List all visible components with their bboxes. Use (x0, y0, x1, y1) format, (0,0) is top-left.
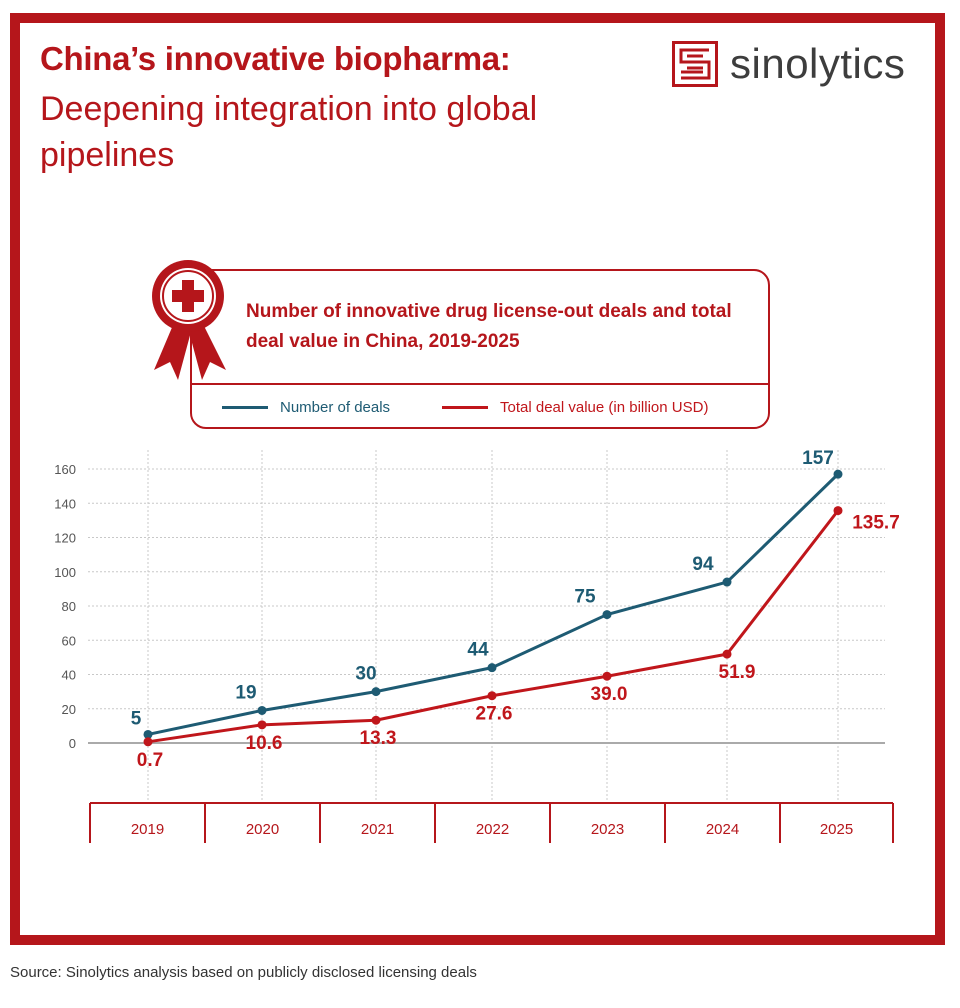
data-label: 5 (131, 708, 142, 729)
data-point (722, 649, 732, 659)
data-point (487, 663, 497, 673)
data-point (833, 506, 843, 516)
y-tick-label: 140 (54, 496, 76, 511)
y-tick-label: 160 (54, 462, 76, 477)
data-point (143, 737, 153, 747)
data-label: 19 (235, 682, 256, 703)
y-tick-label: 40 (62, 668, 76, 683)
y-tick-label: 60 (62, 633, 76, 648)
data-label: 27.6 (476, 704, 513, 725)
x-tick-label: 2021 (361, 821, 394, 838)
logo-mark-icon (672, 41, 718, 87)
sinolytics-logo: sinolytics (672, 40, 905, 88)
x-tick-label: 2019 (131, 821, 164, 838)
data-label: 30 (355, 664, 376, 685)
data-point (371, 715, 381, 725)
legend-swatch (442, 406, 488, 409)
y-tick-label: 120 (54, 531, 76, 546)
data-point (487, 691, 497, 701)
data-point (722, 577, 732, 587)
source-note: Source: Sinolytics analysis based on pub… (10, 964, 477, 981)
data-label: 75 (574, 587, 596, 608)
data-label: 157 (802, 448, 834, 469)
y-tick-label: 0 (69, 736, 76, 751)
page-title: China’s innovative biopharma: (40, 40, 511, 77)
legend-label: Total deal value (in billion USD) (500, 399, 709, 416)
legend-swatch (222, 406, 268, 409)
data-point (143, 729, 153, 739)
y-tick-label: 100 (54, 565, 76, 580)
data-label: 13.3 (360, 728, 397, 749)
legend-box: Number of innovative drug license-out de… (190, 269, 770, 429)
legend-label: Number of deals (280, 399, 391, 416)
data-label: 0.7 (137, 750, 163, 771)
data-point (257, 720, 267, 730)
data-point (602, 610, 612, 620)
data-label: 39.0 (591, 684, 628, 705)
x-tick-label: 2025 (820, 821, 853, 838)
data-point (833, 469, 843, 479)
data-point (257, 705, 267, 715)
data-point (371, 687, 381, 697)
x-tick-label: 2020 (246, 821, 279, 838)
chart-title: Number of innovative drug license-out de… (246, 301, 732, 352)
y-tick-label: 80 (62, 599, 76, 614)
x-tick-label: 2022 (476, 821, 509, 838)
chart-frame (10, 13, 945, 945)
page-subtitle: Deepening integration into global pipeli… (40, 90, 538, 174)
data-label: 94 (692, 554, 714, 575)
x-tick-label: 2023 (591, 821, 624, 838)
legend-item-value: Total deal value (in billion USD) (442, 399, 708, 416)
data-point (602, 671, 612, 681)
data-label: 10.6 (246, 733, 283, 754)
data-label: 44 (467, 640, 489, 661)
award-ribbon-icon (152, 260, 226, 380)
logo-text: sinolytics (730, 40, 906, 87)
x-tick-label: 2024 (706, 821, 739, 838)
y-tick-label: 20 (62, 702, 76, 717)
legend-divider (192, 383, 768, 385)
legend-item-deals: Number of deals (222, 399, 390, 416)
data-label: 51.9 (719, 662, 756, 683)
data-label: 135.7 (852, 513, 900, 534)
